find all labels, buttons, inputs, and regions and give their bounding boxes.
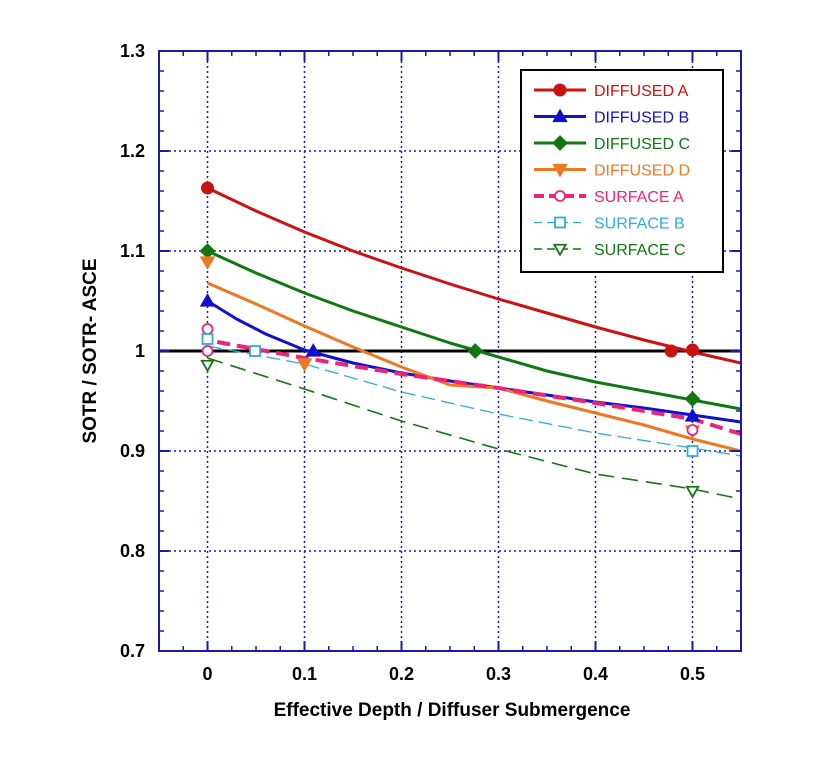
data-point-surface-a xyxy=(201,323,214,335)
legend-marker-surface-b xyxy=(554,216,566,229)
y-tick-label: 1 xyxy=(135,341,145,361)
data-point-diffused-b xyxy=(305,343,321,357)
y-tick-label: 0.9 xyxy=(120,441,145,461)
y-tick-label: 1.2 xyxy=(120,141,145,161)
x-tick-label: 0.5 xyxy=(680,664,705,684)
legend-marker-diffused-b xyxy=(552,108,568,123)
legend-label-surface-a: SURFACE A xyxy=(594,189,684,206)
legend-label-diffused-d: DIFFUSED D xyxy=(594,163,690,180)
data-point-diffused-d xyxy=(296,358,313,372)
tick-labels: 0 0.1 0.2 0.3 0.4 0.5 0.7 0.8 0.9 1 1.1 1.2 1.3 xyxy=(120,41,705,684)
x-tick-label: 0 xyxy=(202,664,212,684)
data-point-diffused-b xyxy=(199,293,216,307)
data-point-diffused-a xyxy=(686,343,699,357)
y-tick-label: 0.8 xyxy=(120,541,145,561)
legend-label-diffused-b: DIFFUSED B xyxy=(594,110,689,127)
data-point-diffused-d xyxy=(199,256,216,270)
axis-ticks xyxy=(158,50,742,652)
x-tick-label: 0.4 xyxy=(583,664,608,684)
series-markers xyxy=(199,181,701,499)
legend-label-diffused-a: DIFFUSED A xyxy=(594,83,689,100)
legend-marker-surface-c xyxy=(552,243,568,257)
data-point-diffused-a xyxy=(201,181,214,195)
legend: DIFFUSED A DIFFUSED B DIFFUSED C DIFFUSED D… xyxy=(520,69,724,273)
data-point-surface-b xyxy=(686,445,699,457)
x-tick-label: 0.2 xyxy=(389,664,414,684)
y-tick-label: 0.7 xyxy=(120,641,145,661)
data-point-diffused-c xyxy=(467,343,484,359)
legend-label-diffused-c: DIFFUSED C xyxy=(594,136,690,153)
series-line-diffused-a xyxy=(206,186,741,365)
data-point-surface-b xyxy=(249,345,261,357)
legend-label-surface-c: SURFACE C xyxy=(594,242,686,259)
series-line-diffused-b xyxy=(206,299,741,424)
x-tick-label: 0.3 xyxy=(486,664,511,684)
data-point-surface-a xyxy=(686,424,699,436)
series-line-surface-c xyxy=(207,357,741,500)
legend-marker-diffused-d xyxy=(552,163,568,178)
legend-marker-surface-a xyxy=(554,190,566,202)
legend-label-surface-b: SURFACE B xyxy=(594,216,685,233)
y-axis-label: SOTR / SOTR- ASCE xyxy=(80,258,101,443)
data-point-surface-b xyxy=(201,333,214,345)
data-point-surface-c xyxy=(685,485,700,499)
data-point-diffused-a xyxy=(664,344,678,358)
data-point-diffused-c xyxy=(684,391,701,407)
data-point-diffused-b xyxy=(684,408,701,422)
data-point-surface-c xyxy=(200,359,215,373)
y-tick-label: 1.1 xyxy=(120,241,145,261)
y-tick-label: 1.3 xyxy=(120,41,145,61)
legend-marker-diffused-a xyxy=(553,83,567,97)
data-point-surface-a xyxy=(201,345,214,357)
x-tick-label: 0.1 xyxy=(292,664,317,684)
x-axis-label: Effective Depth / Diffuser Submergence xyxy=(274,700,631,721)
legend-marker-diffused-c xyxy=(552,135,568,151)
